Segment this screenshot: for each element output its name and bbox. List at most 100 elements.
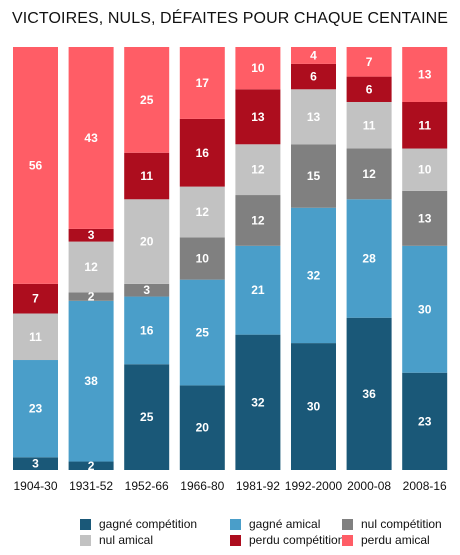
legend-label: perdu compétition xyxy=(249,533,345,547)
bar-segment xyxy=(179,47,225,119)
data-label: 30 xyxy=(418,302,432,316)
bar-segment xyxy=(235,47,281,90)
bar-segment xyxy=(13,360,58,458)
data-label: 25 xyxy=(140,410,154,424)
data-label: 7 xyxy=(366,55,373,69)
bar-segment xyxy=(235,245,281,335)
bar-segment xyxy=(124,364,170,470)
bar-segment xyxy=(291,63,336,90)
bar-segment xyxy=(68,461,114,470)
bar-segment xyxy=(291,343,336,470)
bar-segment xyxy=(346,76,392,102)
legend-item: gagné amical xyxy=(230,517,320,531)
bar-segment xyxy=(13,457,58,470)
stacked-bar-chart: 323117561904-302382123431931-52251632011… xyxy=(13,47,448,493)
data-label: 3 xyxy=(88,228,95,242)
legend-swatch xyxy=(342,534,353,546)
data-label: 6 xyxy=(366,82,373,96)
bar-segment xyxy=(235,144,281,196)
data-label: 7 xyxy=(32,292,39,306)
bar-segment xyxy=(179,118,225,187)
legend-label: gagné amical xyxy=(249,517,321,531)
legend-item: nul amical xyxy=(80,533,153,547)
data-label: 12 xyxy=(251,163,265,177)
bar-segment xyxy=(402,190,448,246)
data-label: 13 xyxy=(418,211,432,225)
data-label: 11 xyxy=(418,118,431,132)
legend-swatch xyxy=(80,518,91,530)
data-label: 10 xyxy=(196,252,210,266)
data-label: 43 xyxy=(84,131,98,145)
bar-segment xyxy=(291,207,336,344)
bar-segment xyxy=(235,89,281,145)
data-label: 23 xyxy=(29,402,43,416)
bar-segment xyxy=(291,144,336,208)
bar-segment xyxy=(124,296,170,365)
data-label: 25 xyxy=(196,326,210,340)
legend-label: gagné compétition xyxy=(99,517,198,531)
bar-segment xyxy=(235,334,281,470)
bar-segment xyxy=(291,47,336,64)
data-label: 17 xyxy=(196,76,210,90)
bar-segment xyxy=(179,186,225,238)
bar-segment xyxy=(346,317,392,470)
data-label: 12 xyxy=(362,167,376,181)
data-label: 11 xyxy=(140,169,153,183)
data-label: 3 xyxy=(32,457,39,471)
data-label: 23 xyxy=(418,414,432,428)
legend-item: gagné compétition xyxy=(80,517,197,531)
legend-swatch xyxy=(230,518,241,530)
bar-segment xyxy=(402,245,448,373)
data-label: 12 xyxy=(251,213,265,227)
bar-segment xyxy=(179,279,225,386)
data-label: 13 xyxy=(418,67,432,81)
data-label: 4 xyxy=(310,48,317,62)
data-label: 15 xyxy=(307,169,321,183)
bar-segment xyxy=(235,195,281,246)
bar-segment xyxy=(346,148,392,200)
data-label: 16 xyxy=(140,323,154,337)
legend-item: nul compétition xyxy=(342,517,442,531)
x-tick-label: 1904-30 xyxy=(13,479,57,493)
bar-segment xyxy=(68,228,114,242)
bar-segment xyxy=(346,199,392,318)
data-label: 30 xyxy=(307,400,321,414)
data-label: 32 xyxy=(251,395,265,409)
data-label: 12 xyxy=(196,205,210,219)
data-label: 25 xyxy=(140,93,154,107)
bar-segment xyxy=(124,283,170,297)
x-tick-label: 1931-52 xyxy=(69,479,113,493)
legend-item: perdu amical xyxy=(342,533,430,547)
data-label: 6 xyxy=(310,70,317,84)
legend-swatch xyxy=(230,534,241,546)
data-label: 13 xyxy=(307,110,321,124)
data-label: 11 xyxy=(29,330,42,344)
legend-label: perdu amical xyxy=(361,533,430,547)
legend-label: nul compétition xyxy=(361,517,442,531)
data-label: 38 xyxy=(84,374,98,388)
legend-label: nul amical xyxy=(99,533,154,547)
bar-segment xyxy=(402,47,448,102)
bar-segment xyxy=(124,199,170,284)
data-label: 32 xyxy=(307,268,321,282)
bar-segment xyxy=(346,101,392,149)
data-label: 11 xyxy=(363,118,376,132)
data-label: 20 xyxy=(196,421,210,435)
bar-segment xyxy=(124,152,170,200)
bar-segment xyxy=(13,313,58,361)
bar-segment xyxy=(402,148,448,191)
bar-segment xyxy=(13,47,58,284)
data-label: 28 xyxy=(362,252,376,266)
bar-segment xyxy=(124,47,170,153)
data-label: 36 xyxy=(362,387,376,401)
data-label: 12 xyxy=(84,260,98,274)
bar-segment xyxy=(68,47,114,229)
data-label: 56 xyxy=(29,158,43,172)
data-label: 10 xyxy=(418,163,432,177)
x-tick-label: 2008-16 xyxy=(403,479,447,493)
x-tick-label: 2000-08 xyxy=(347,479,391,493)
data-label: 13 xyxy=(251,110,265,124)
data-label: 2 xyxy=(88,290,95,304)
bar-segment xyxy=(291,89,336,145)
legend-swatch xyxy=(342,518,353,530)
